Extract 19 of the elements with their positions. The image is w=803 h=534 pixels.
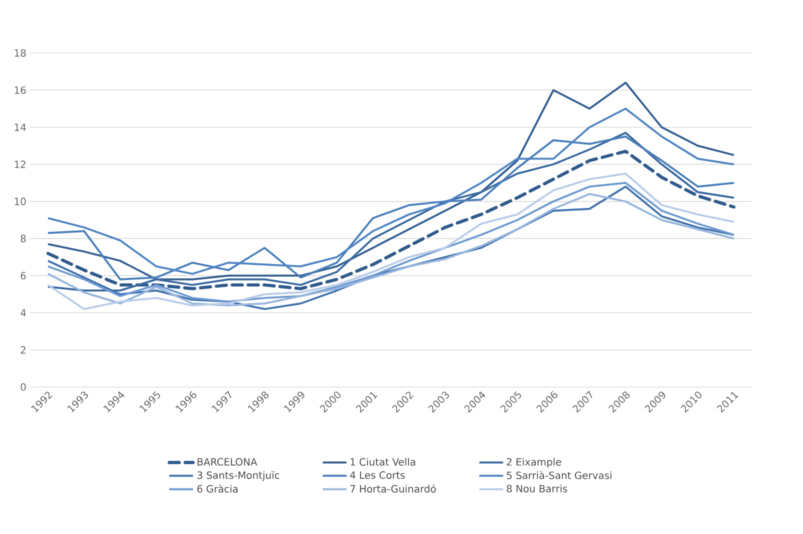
legend-label: 5 Sarrià-Sant Gervasi xyxy=(506,471,612,480)
legend-label: 2 Eixample xyxy=(506,458,562,468)
y-tick-label: 2 xyxy=(20,346,26,354)
y-tick-label: 6 xyxy=(20,272,26,280)
y-tick-label: 16 xyxy=(14,86,26,94)
y-tick-label: 18 xyxy=(14,49,26,57)
legend-label: 7 Horta-Guinardó xyxy=(350,484,436,493)
y-tick-label: 10 xyxy=(14,198,26,206)
legend-label: 1 Ciutat Vella xyxy=(350,458,416,466)
legend-label: 8 Nou Barris xyxy=(506,484,568,492)
y-tick-label: 14 xyxy=(14,124,26,131)
legend-label: 6 Gràcia xyxy=(197,484,238,493)
legend-label: 3 Sants-Montjuïc xyxy=(197,471,280,481)
y-tick-label: 8 xyxy=(20,234,26,242)
y-tick-label: 12 xyxy=(14,160,26,168)
legend-label: BARCELONA xyxy=(198,458,258,466)
legend-label: 4 Les Corts xyxy=(350,471,405,479)
y-tick-label: 0 xyxy=(20,383,26,391)
y-tick-label: 4 xyxy=(20,309,26,316)
